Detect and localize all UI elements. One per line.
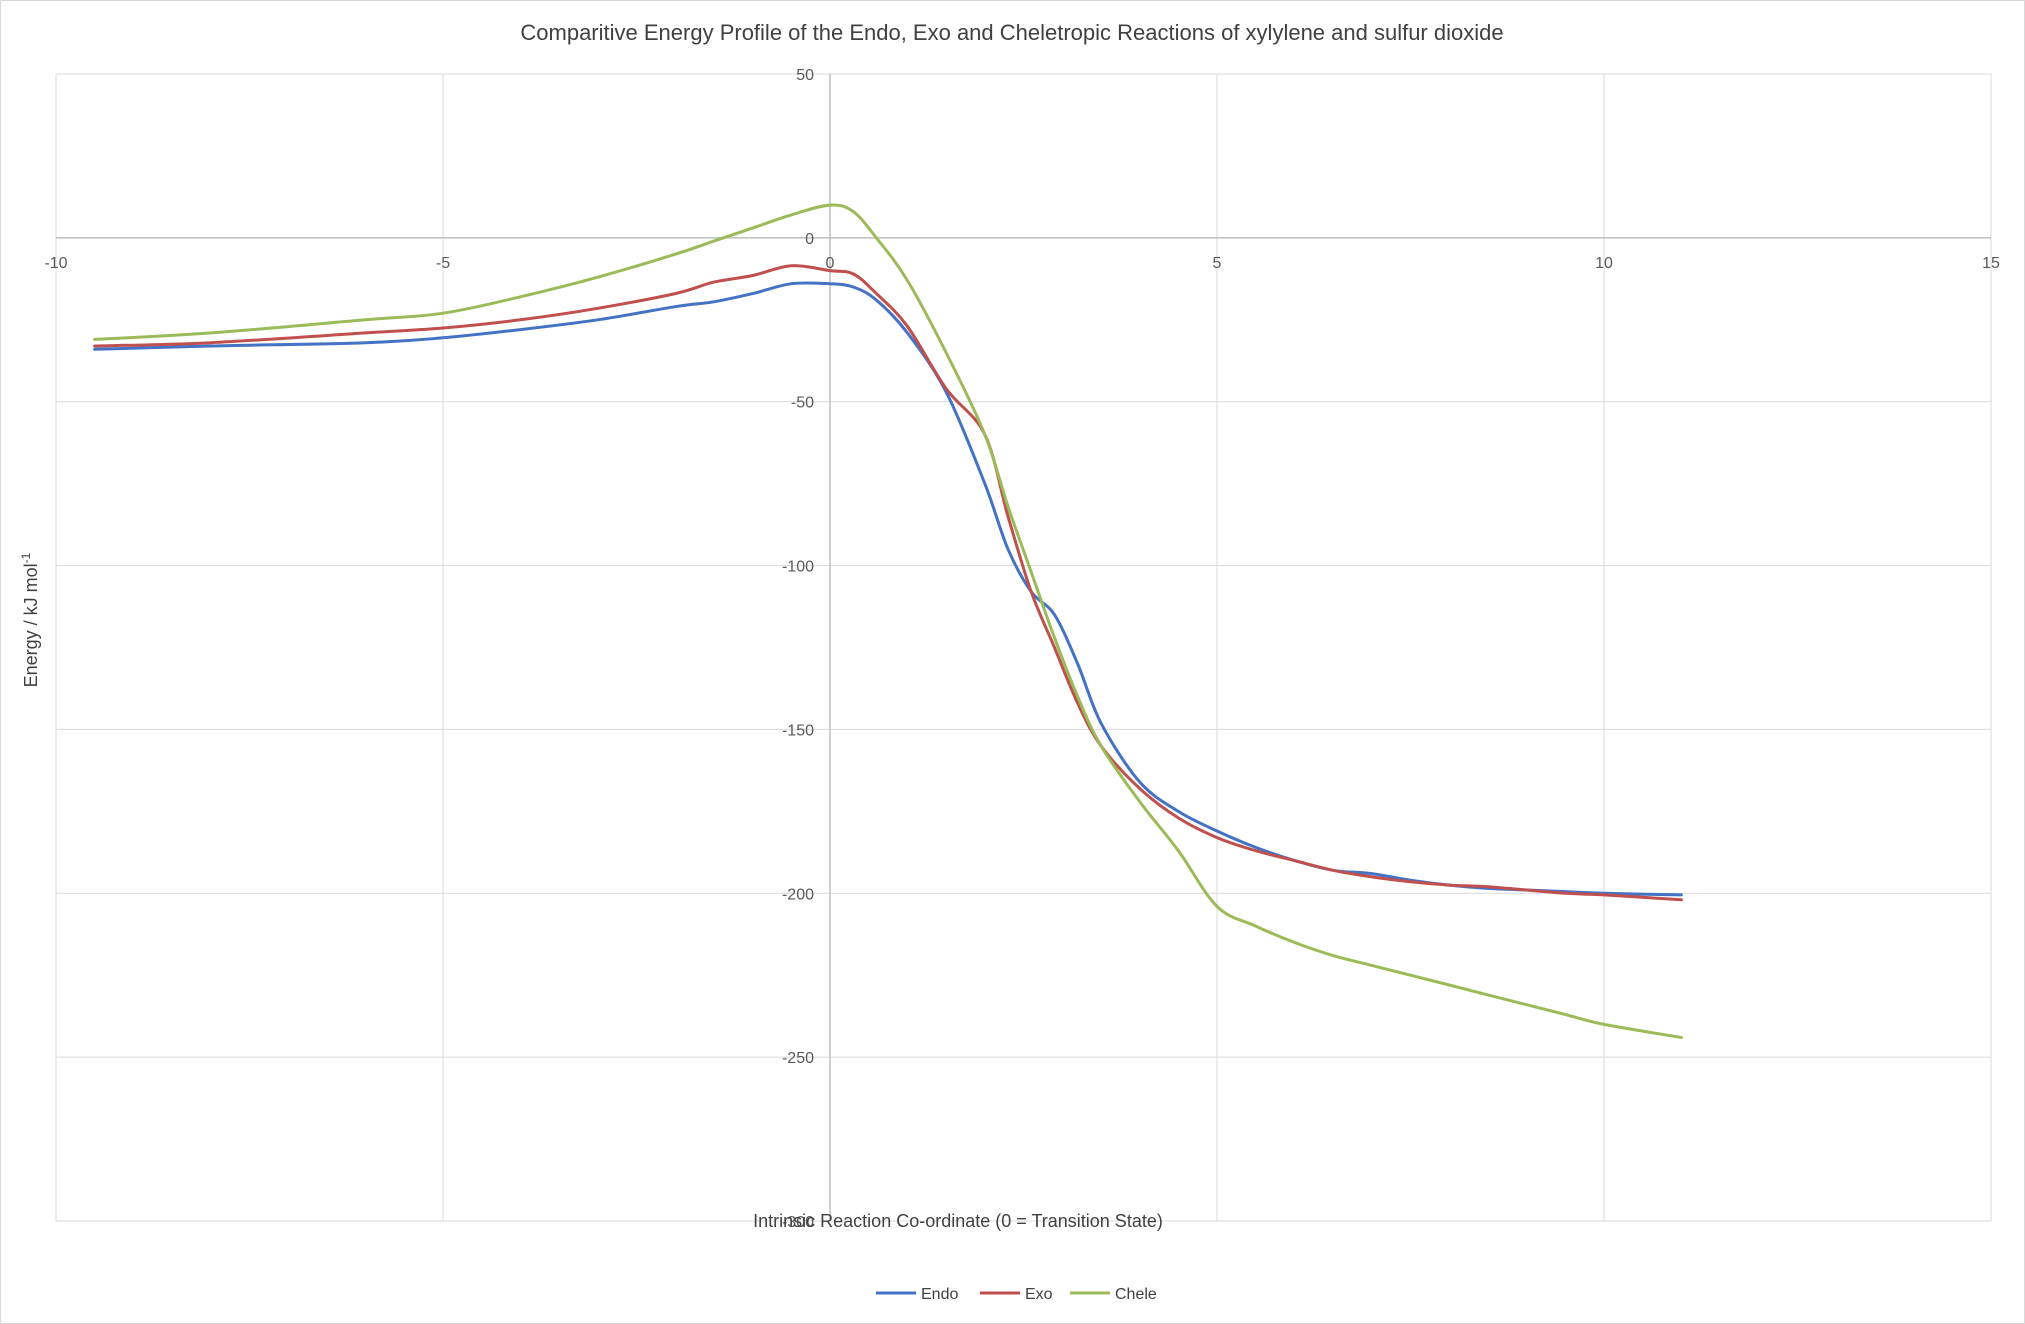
legend: Endo Exo Chele: [876, 1286, 1157, 1303]
plot-border: [55, 73, 1992, 1222]
series-lines: [93, 203, 1683, 1039]
y-tick-label: -100: [782, 559, 814, 576]
x-tick-labels: -10 -5 0 5 10 15: [44, 255, 2000, 272]
y-tick-label: 0: [805, 231, 814, 248]
y-tick-label: -300: [782, 1214, 814, 1231]
x-tick-label: -5: [436, 255, 450, 272]
y-tick-label: -50: [791, 395, 814, 412]
x-tick-label: 10: [1595, 255, 1613, 272]
y-tick-label: -250: [782, 1050, 814, 1067]
x-axis-line: [56, 74, 1991, 1221]
legend-label-exo: Exo: [1025, 1286, 1053, 1303]
x-tick-label: 5: [1213, 255, 1222, 272]
x-tick-label: -10: [44, 255, 67, 272]
x-tick-label: 0: [826, 255, 835, 272]
y-tick-label: -200: [782, 886, 814, 903]
y-axis-label: Energy / kJ mol-1: [19, 552, 41, 687]
legend-label-endo: Endo: [921, 1286, 958, 1303]
x-tick-label: 15: [1982, 255, 2000, 272]
x-axis-label: Intrinsic Reaction Co-ordinate (0 = Tran…: [753, 1211, 1163, 1231]
y-tick-label: -150: [782, 722, 814, 739]
series-line-chele: [93, 203, 1683, 1039]
legend-label-chele: Chele: [1115, 1286, 1157, 1303]
y-axis-label-text: Energy / kJ mol: [21, 563, 41, 687]
series-line-exo: [93, 264, 1683, 902]
gridlines: [55, 73, 1992, 1222]
chart-title: Comparitive Energy Profile of the Endo, …: [520, 20, 1503, 45]
series-line-endo: [93, 281, 1683, 897]
y-tick-label: 50: [796, 67, 814, 84]
y-axis-label-superscript: -1: [19, 552, 33, 563]
y-tick-labels: 50 0 -50 -100 -150 -200 -250 -300: [782, 67, 814, 1231]
